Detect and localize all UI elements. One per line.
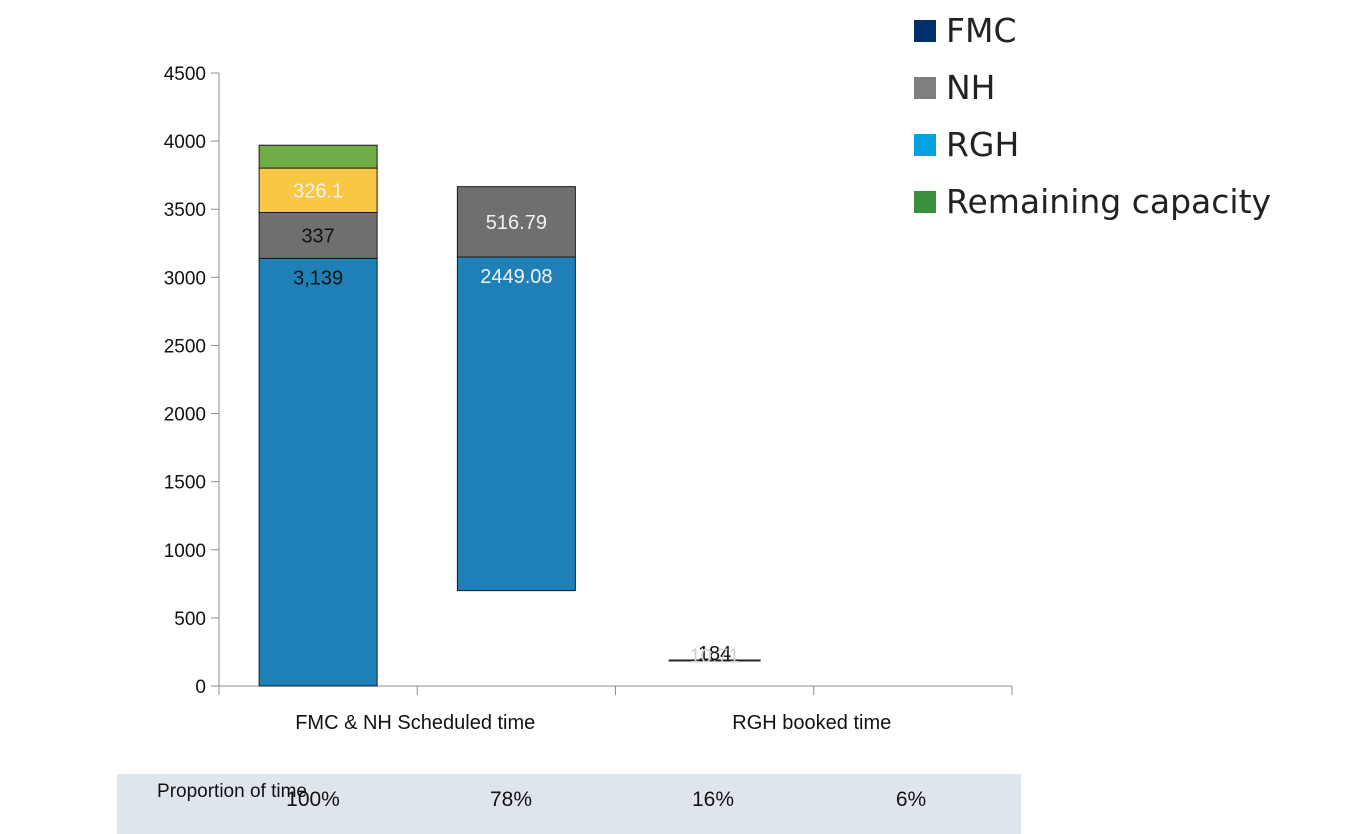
proportion-row: Proportion of time 100% 78% 16% 6% bbox=[117, 774, 1021, 834]
bar-segment bbox=[258, 144, 378, 169]
bars bbox=[258, 144, 761, 687]
legend-label-nh: NH bbox=[946, 68, 996, 107]
legend-item-rgh: RGH bbox=[914, 116, 1271, 173]
legend-swatch-fmc bbox=[914, 19, 936, 42]
proportion-row-label: Proportion of time bbox=[157, 781, 307, 802]
data-label: 326.1 bbox=[293, 180, 343, 202]
data-label: 184 bbox=[698, 643, 731, 665]
bar-segment bbox=[258, 257, 378, 687]
y-tick-label: 500 bbox=[174, 609, 206, 630]
proportion-value-4: 6% bbox=[895, 788, 927, 811]
legend-swatch-remaining-capacity bbox=[914, 190, 936, 213]
data-label: 10.71 bbox=[690, 645, 740, 667]
legend-label-remaining-capacity: Remaining capacity bbox=[946, 182, 1272, 221]
data-label: 516.79 bbox=[486, 212, 547, 234]
y-tick-label: 1500 bbox=[164, 473, 206, 494]
legend: FMC NH RGH Remaining capacity bbox=[914, 2, 1271, 230]
proportion-value-3: 16% bbox=[691, 788, 735, 811]
bar-segment bbox=[456, 186, 576, 258]
y-tick-label: 4500 bbox=[164, 64, 206, 85]
proportion-value-1: 100% bbox=[286, 788, 340, 811]
legend-label-rgh: RGH bbox=[946, 125, 1020, 164]
y-tick-label: 0 bbox=[195, 677, 206, 698]
bar-segment bbox=[456, 256, 576, 592]
data-label: 3,139 bbox=[293, 267, 343, 289]
axes: 0 500 1000 1500 2000 2500 3000 3500 4000 4500 FMC … bbox=[164, 64, 1013, 734]
chart: 0 500 1000 1500 2000 2500 3000 3500 4000 4500 FMC … bbox=[164, 64, 1013, 734]
data-label: 2449.08 bbox=[480, 266, 552, 288]
bar-segment bbox=[668, 659, 761, 662]
bar-segment bbox=[258, 167, 378, 213]
data-label: 337 bbox=[301, 225, 334, 247]
legend-item-nh: NH bbox=[914, 59, 1271, 116]
bar-segment bbox=[258, 211, 378, 259]
y-tick-label: 3500 bbox=[164, 200, 206, 221]
y-tick-label: 2000 bbox=[164, 405, 206, 426]
y-tick-label: 4000 bbox=[164, 132, 206, 153]
legend-swatch-nh bbox=[914, 76, 936, 99]
legend-item-fmc: FMC bbox=[914, 2, 1271, 59]
y-tick-label: 3000 bbox=[164, 268, 206, 289]
y-tick-label: 2500 bbox=[164, 336, 206, 357]
legend-item-remaining-capacity: Remaining capacity bbox=[914, 173, 1271, 230]
y-tick-label: 1000 bbox=[164, 541, 206, 562]
proportion-value-2: 78% bbox=[489, 788, 533, 811]
legend-label-fmc: FMC bbox=[946, 11, 1017, 50]
x-category-label: RGH booked time bbox=[732, 712, 891, 734]
legend-swatch-rgh bbox=[914, 133, 936, 156]
x-category-label: FMC & NH Scheduled time bbox=[295, 712, 535, 734]
